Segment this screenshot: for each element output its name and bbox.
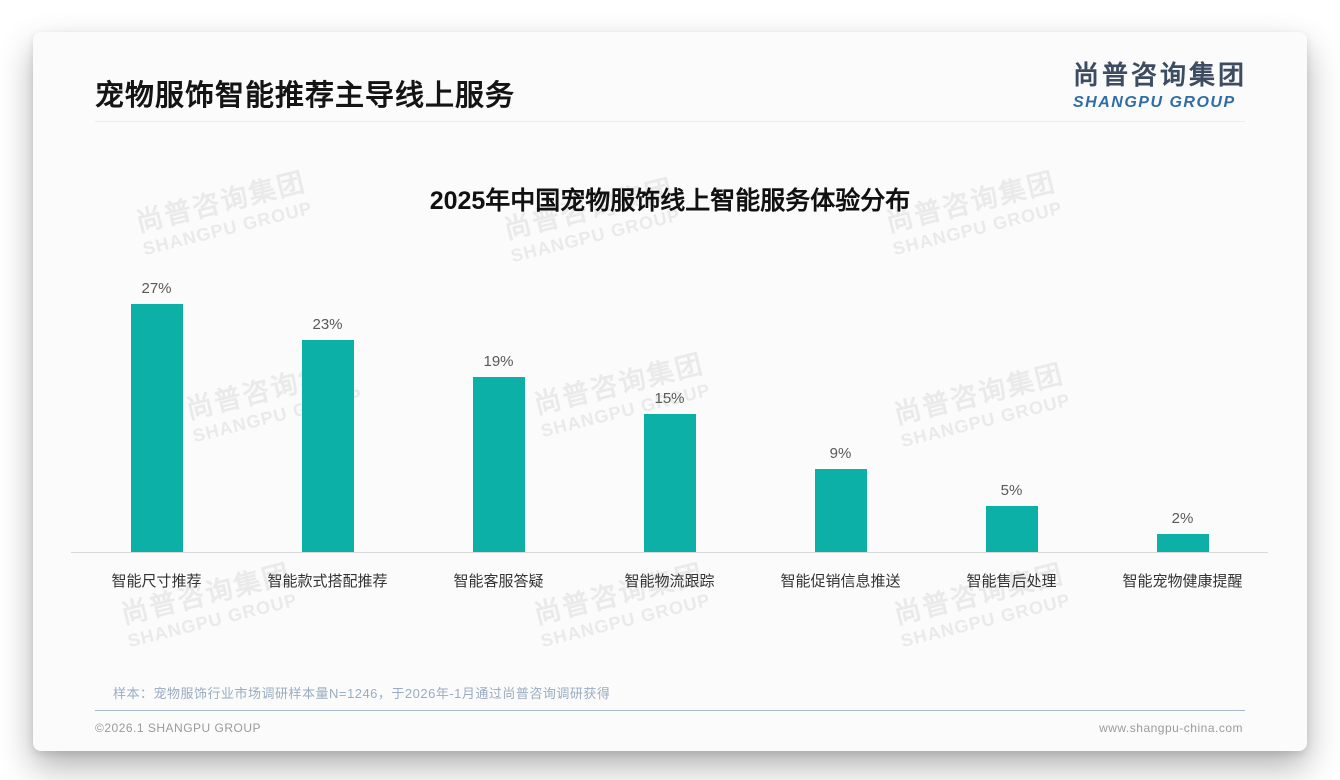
footer-divider (95, 710, 1245, 711)
bar (985, 506, 1038, 552)
category-label: 智能物流跟踪 (624, 573, 715, 590)
category-label: 智能款式搭配推荐 (267, 573, 388, 590)
watermark-en-text: SHANGPU GROUP (898, 589, 1073, 652)
bar-chart: 27% 23% 19% 15% 9% 5% 2% 智能尺寸推荐 智能款式搭配推荐 智能客服答疑智… (71, 272, 1268, 591)
bar-value-label: 19% (483, 353, 514, 371)
category-labels-row: 智能尺寸推荐 智能款式搭配推荐 智能客服答疑 智能物流跟踪 智能促销信息推送 智能售后处理… (71, 553, 1268, 591)
sample-note: 样本：宠物服饰行业市场调研样本量N=1246，于2026年-1月通过尚普咨询调研… (113, 686, 611, 701)
bars-row: 27% 23% 19% 15% 9% 5% 2% (71, 272, 1268, 552)
copyright-text: ©2026.1 SHANGPU GROUP (95, 721, 262, 735)
bar (1156, 533, 1209, 552)
bar (472, 377, 525, 552)
category-label: 智能售后处理 (966, 573, 1057, 590)
company-logo: 尚普咨询集团 SHANGPU GROUP (1073, 55, 1247, 112)
bar-column: 9% (755, 445, 926, 552)
x-axis-line (71, 552, 1268, 553)
website-url: www.shangpu-china.com (1099, 721, 1243, 735)
bar-value-label: 2% (1171, 509, 1194, 527)
report-card: 尚普咨询集团 SHANGPU GROUP 尚普咨询集团 SHANGPU GROUP 尚普… (33, 32, 1307, 751)
bar-column: 23% (242, 316, 413, 552)
bar-column: 5% (926, 482, 1097, 552)
bar (643, 414, 696, 552)
bar-value-label: 9% (829, 445, 852, 463)
bar-value-label: 5% (1000, 482, 1023, 499)
logo-en-text: SHANGPU GROUP (1072, 94, 1236, 111)
logo-cn-text: 尚普咨询集团 (1072, 60, 1247, 90)
bar-column: 2% (1097, 510, 1268, 552)
bar-value-label: 15% (654, 390, 685, 407)
bar-value-label: 23% (312, 316, 343, 334)
bar (130, 303, 183, 552)
bar-column: 27% (71, 280, 242, 552)
bar (301, 340, 354, 552)
category-label: 智能客服答疑 (453, 573, 544, 590)
page-title: 宠物服饰智能推荐主导线上服务 (95, 80, 516, 112)
header-divider (95, 121, 1245, 122)
bar-column: 19% (413, 353, 584, 552)
watermark-en-text: SHANGPU GROUP (538, 589, 713, 652)
category-label: 智能促销信息推送 (780, 573, 901, 590)
bar (814, 469, 867, 552)
watermark-en-text: SHANGPU GROUP (125, 589, 300, 652)
chart-title: 2025年中国宠物服饰线上智能服务体验分布 (429, 187, 911, 215)
bar-value-label: 27% (141, 279, 172, 297)
category-label: 智能宠物健康提醒 (1122, 573, 1243, 590)
category-label: 智能尺寸推荐 (111, 573, 202, 590)
bar-column: 15% (584, 390, 755, 552)
